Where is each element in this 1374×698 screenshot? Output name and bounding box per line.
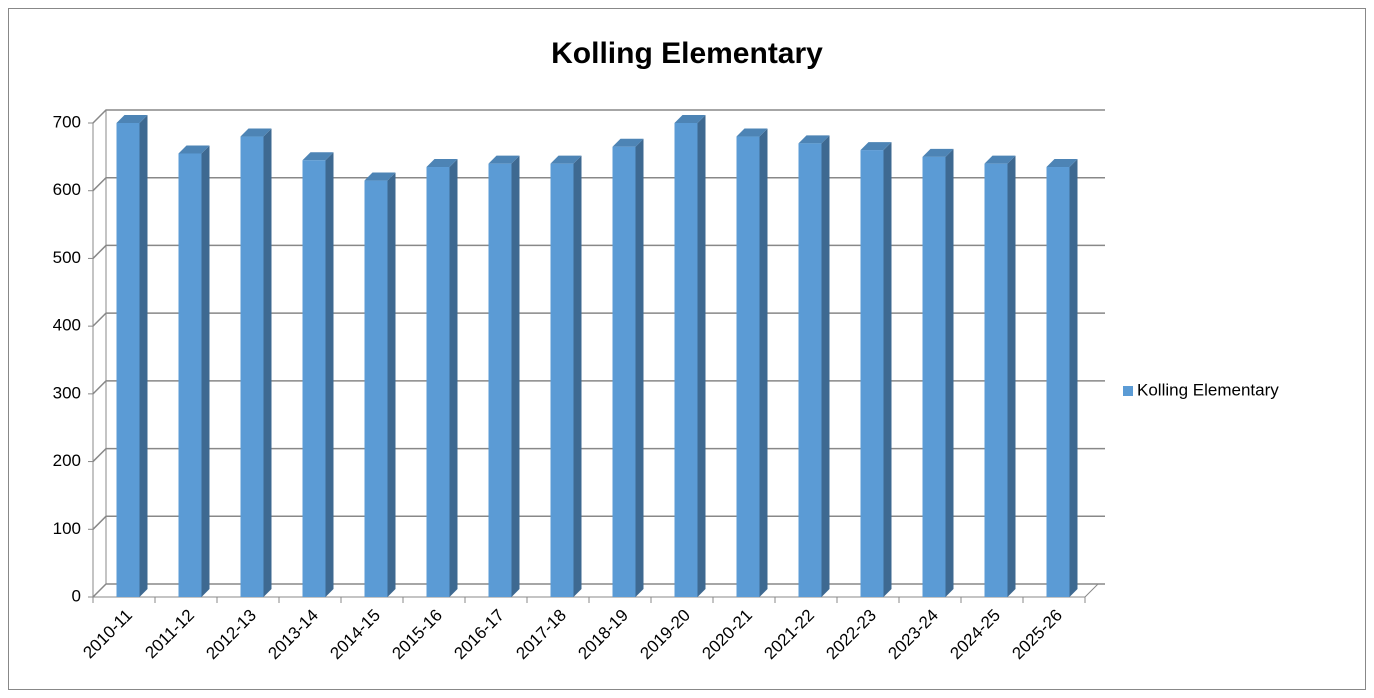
bar <box>674 123 698 597</box>
bar-top <box>364 172 396 181</box>
bar-side <box>697 115 706 597</box>
bar <box>302 160 326 597</box>
y-tick-label: 400 <box>53 316 81 335</box>
bar <box>736 136 760 598</box>
bar-top <box>116 115 148 123</box>
grid-line <box>92 244 1105 259</box>
y-tick-label: 0 <box>72 586 81 605</box>
bar-side <box>511 155 520 597</box>
bar-side <box>821 135 830 598</box>
bar-top <box>426 159 458 168</box>
y-tick-label: 600 <box>53 180 81 199</box>
y-tick-label: 700 <box>53 112 81 131</box>
bar <box>922 156 946 597</box>
bar <box>550 163 574 597</box>
bar <box>1046 167 1070 597</box>
bar <box>178 153 202 597</box>
bar-side <box>325 152 334 597</box>
bar <box>612 146 636 597</box>
bar-side <box>201 145 210 597</box>
y-tick-label: 500 <box>53 248 81 267</box>
bar <box>860 150 884 598</box>
chart-title: Kolling Elementary <box>551 37 823 70</box>
bar-top <box>1046 159 1078 168</box>
grid-line <box>92 447 1105 463</box>
bar-top <box>302 152 334 161</box>
bar-side <box>387 172 396 598</box>
bar <box>984 163 1008 597</box>
bar <box>426 167 450 597</box>
grid-line <box>92 583 1105 598</box>
bar <box>364 180 388 598</box>
bar-side <box>573 155 582 597</box>
grid-line <box>92 312 1105 327</box>
bar-top <box>240 128 272 137</box>
bar <box>240 136 264 598</box>
bar-top <box>922 148 954 157</box>
legend-label: Kolling Elementary <box>1137 380 1279 399</box>
bar-top <box>674 115 706 123</box>
bar-side <box>1069 159 1078 597</box>
grid-line <box>92 515 1105 530</box>
grid-line <box>92 380 1105 395</box>
bar-top <box>178 145 210 154</box>
bar-top <box>736 128 768 137</box>
bar <box>488 163 512 597</box>
y-tick-label: 300 <box>53 383 81 402</box>
bar <box>798 143 822 598</box>
bar-top <box>550 155 582 164</box>
bar-side <box>1007 155 1016 597</box>
bar-side <box>139 115 148 597</box>
bar-side <box>635 138 644 597</box>
grid-line <box>92 176 1105 192</box>
legend-swatch <box>1123 386 1133 396</box>
bar-top <box>860 142 892 151</box>
bar-top <box>488 155 520 164</box>
bar-top <box>984 155 1016 164</box>
bar-side <box>449 159 458 597</box>
floor-edge <box>1084 583 1099 598</box>
bar-top <box>612 138 644 147</box>
bar-side <box>883 142 892 598</box>
bar-side <box>263 128 272 598</box>
bar-top <box>798 135 830 144</box>
bar-side <box>945 148 954 597</box>
y-tick-label: 100 <box>53 519 81 538</box>
bar <box>116 123 140 597</box>
grid-line <box>92 109 1105 124</box>
y-tick-label: 200 <box>53 451 81 470</box>
bar-side <box>759 128 768 598</box>
